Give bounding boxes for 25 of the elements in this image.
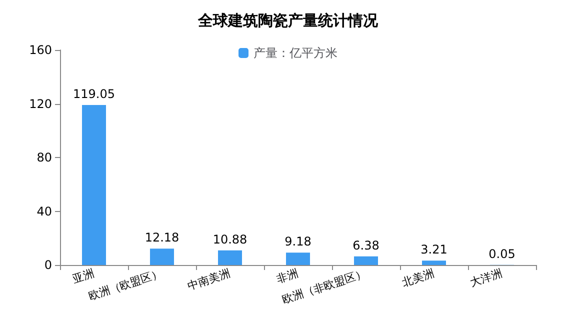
- y-tick-label: 80: [36, 150, 52, 164]
- bar: [422, 260, 446, 265]
- data-label: 3.21: [420, 242, 448, 257]
- bar: [82, 105, 106, 265]
- x-tick-label: 亚洲: [71, 266, 96, 286]
- y-tick-label: 0: [44, 258, 52, 272]
- y-tick-label: 40: [36, 204, 52, 218]
- bar: [150, 248, 174, 265]
- bar: [286, 252, 310, 265]
- x-tick-label: 大洋洲: [468, 266, 504, 290]
- data-label: 12.18: [144, 230, 180, 245]
- chart-title: 全球建筑陶瓷产量统计情况: [197, 12, 379, 30]
- x-tick-label: 中南美洲: [186, 266, 232, 293]
- data-label: 9.18: [284, 234, 312, 249]
- data-label: 10.88: [212, 232, 248, 246]
- data-label: 6.38: [352, 238, 380, 252]
- bar: [218, 250, 242, 265]
- legend-label: 产量：亿平方米: [254, 46, 338, 60]
- data-label: 0.05: [488, 246, 516, 261]
- x-tick-label: 北美洲: [400, 266, 436, 290]
- data-label: 119.05: [73, 87, 115, 102]
- bar: [354, 256, 378, 265]
- x-tick-label: 非洲: [275, 266, 300, 286]
- y-tick-label: 120: [29, 96, 52, 111]
- y-tick-label: 160: [29, 43, 52, 57]
